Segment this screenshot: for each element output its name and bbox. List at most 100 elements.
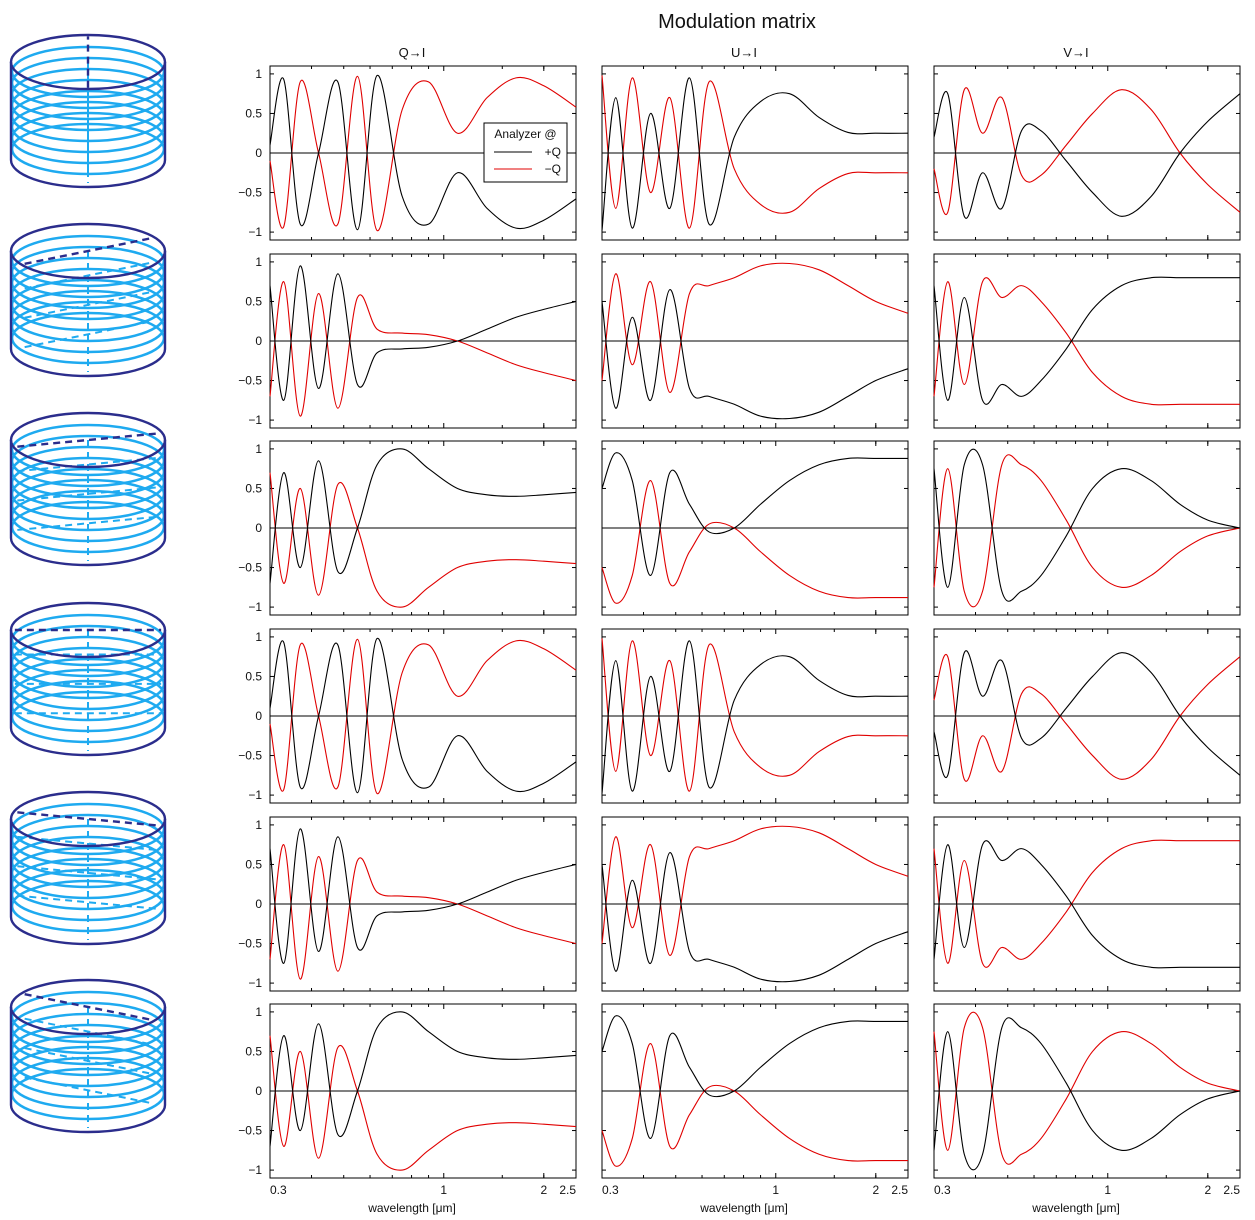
x-tick-label: 2.5 bbox=[559, 1183, 576, 1197]
y-tick-label: 1 bbox=[255, 255, 262, 269]
series-plus-q bbox=[933, 448, 1241, 602]
series-minus-q bbox=[933, 454, 1241, 608]
x-tick-label: 1 bbox=[772, 1183, 779, 1197]
cylinder-top bbox=[9, 222, 167, 280]
x-tick-label: 2 bbox=[1204, 1183, 1211, 1197]
series-minus-q bbox=[601, 75, 909, 229]
panel-r6-v: 0.3 1 2 2.5 bbox=[933, 1003, 1241, 1197]
cylinder-top bbox=[9, 601, 167, 659]
series-plus-q bbox=[933, 650, 1241, 779]
fiber-loop-schematic-2 bbox=[9, 222, 167, 378]
cylinder-top bbox=[9, 33, 167, 91]
y-tick-label: 1 bbox=[255, 630, 262, 644]
x-tick-label: 0.3 bbox=[270, 1183, 287, 1197]
panel-r2-u bbox=[601, 253, 909, 429]
series-plus-q bbox=[269, 1011, 577, 1147]
y-tick-label: 0.5 bbox=[245, 1044, 262, 1058]
panel-r1-v bbox=[933, 65, 1241, 241]
series-plus-q bbox=[269, 265, 577, 401]
y-tick-label: −1 bbox=[248, 788, 262, 802]
series-minus-q bbox=[601, 262, 909, 393]
cylinder-bottom bbox=[9, 1104, 167, 1134]
column-title-u: U→I bbox=[731, 45, 757, 60]
series-minus-q bbox=[933, 1011, 1241, 1165]
y-tick-label: 0.5 bbox=[245, 669, 262, 683]
legend: Analyzer @ +Q −Q bbox=[483, 122, 568, 183]
y-tick-label: 1 bbox=[255, 1005, 262, 1019]
fiber-axis-dashed bbox=[24, 320, 152, 349]
series-minus-q bbox=[269, 1035, 577, 1171]
cylinder-bottom bbox=[9, 537, 167, 567]
series-plus-q bbox=[601, 640, 909, 794]
series-plus-q bbox=[601, 852, 909, 983]
y-tick-label: 0.5 bbox=[245, 106, 262, 120]
y-tick-label: −0.5 bbox=[238, 561, 262, 575]
y-tick-label: 0.5 bbox=[245, 857, 262, 871]
x-tick-label: 2.5 bbox=[1223, 1183, 1240, 1197]
x-axis-label-col3: wavelength [μm] bbox=[1031, 1201, 1120, 1215]
series-minus-q bbox=[933, 653, 1241, 782]
y-tick-label: 0 bbox=[255, 521, 262, 535]
series-minus-q bbox=[933, 839, 1240, 968]
cylinder-top bbox=[9, 411, 167, 469]
panel-r4-v bbox=[933, 628, 1241, 804]
legend-label-plus-q: +Q bbox=[545, 145, 561, 159]
x-tick-label: 2.5 bbox=[891, 1183, 908, 1197]
column-title-v: V→I bbox=[1063, 45, 1088, 60]
x-axis-label-col2: wavelength [μm] bbox=[699, 1201, 788, 1215]
panel-r3-v bbox=[933, 440, 1241, 616]
y-tick-label: −0.5 bbox=[238, 1124, 262, 1138]
series-plus-q bbox=[601, 289, 909, 420]
y-tick-label: −1 bbox=[248, 600, 262, 614]
cylinder-bottom bbox=[9, 159, 167, 189]
figure-title: Modulation matrix bbox=[658, 11, 816, 33]
series-minus-q bbox=[601, 638, 909, 792]
schematics bbox=[9, 33, 167, 1134]
cylinder-bottom bbox=[9, 348, 167, 378]
fiber-loop-schematic-5 bbox=[9, 790, 167, 946]
y-tick-label: −0.5 bbox=[238, 374, 262, 388]
cylinder-top bbox=[9, 790, 167, 848]
series-minus-q bbox=[269, 638, 577, 795]
panel-r5-q: −1 −0.5 0 0.5 1 bbox=[238, 816, 577, 992]
y-tick-label: 0 bbox=[255, 1084, 262, 1098]
series-minus-q bbox=[933, 87, 1241, 216]
panel-r6-q: −1 −0.5 0 0.5 1 0.3 1 2 2.5 bbox=[238, 1003, 577, 1197]
panel-r5-u bbox=[601, 816, 909, 992]
column-titles: Q→I U→I V→I bbox=[399, 45, 1089, 60]
fiber-loop-schematic-3 bbox=[9, 411, 167, 567]
y-tick-label: −0.5 bbox=[238, 937, 262, 951]
x-tick-label: 0.3 bbox=[934, 1183, 951, 1197]
series-minus-q bbox=[269, 75, 577, 232]
panels: −1 −0.5 0 0.5 1 −1 −0.5 0 0.5 1 −1 −0.5 0 0.5 1 −1 −0.5 0… bbox=[238, 65, 1241, 1197]
y-tick-label: −0.5 bbox=[238, 749, 262, 763]
x-axis-labels: wavelength [μm] wavelength [μm] waveleng… bbox=[367, 1201, 1120, 1215]
y-tick-label: 0 bbox=[255, 897, 262, 911]
y-tick-label: −1 bbox=[248, 225, 262, 239]
x-tick-label: 1 bbox=[440, 1183, 447, 1197]
series-plus-q bbox=[601, 452, 908, 577]
series-minus-q bbox=[601, 479, 908, 604]
panel-r3-q: −1 −0.5 0 0.5 1 bbox=[238, 440, 577, 616]
y-tick-label: −1 bbox=[248, 1163, 262, 1177]
fiber-loop-schematic-4 bbox=[9, 601, 167, 757]
series-minus-q bbox=[269, 281, 577, 417]
cylinder-top bbox=[9, 978, 167, 1036]
fiber-axis-dashed bbox=[24, 1076, 152, 1105]
series-minus-q bbox=[269, 844, 577, 980]
y-tick-label: −0.5 bbox=[238, 186, 262, 200]
series-plus-q bbox=[933, 90, 1241, 219]
panel-r4-u bbox=[601, 628, 909, 804]
panel-r6-u: 0.3 1 2 2.5 bbox=[601, 1003, 909, 1197]
cylinder-bottom bbox=[9, 727, 167, 757]
column-title-q: Q→I bbox=[399, 45, 426, 60]
x-axis-label-col1: wavelength [μm] bbox=[367, 1201, 456, 1215]
legend-label-minus-q: −Q bbox=[545, 162, 561, 176]
y-tick-label: 1 bbox=[255, 442, 262, 456]
x-tick-label: 1 bbox=[1104, 1183, 1111, 1197]
fiber-loop-schematic-6 bbox=[9, 978, 167, 1134]
cylinder-bottom bbox=[9, 916, 167, 946]
series-plus-q bbox=[601, 77, 909, 231]
panel-r2-v bbox=[933, 253, 1241, 429]
series-plus-q bbox=[933, 840, 1240, 969]
